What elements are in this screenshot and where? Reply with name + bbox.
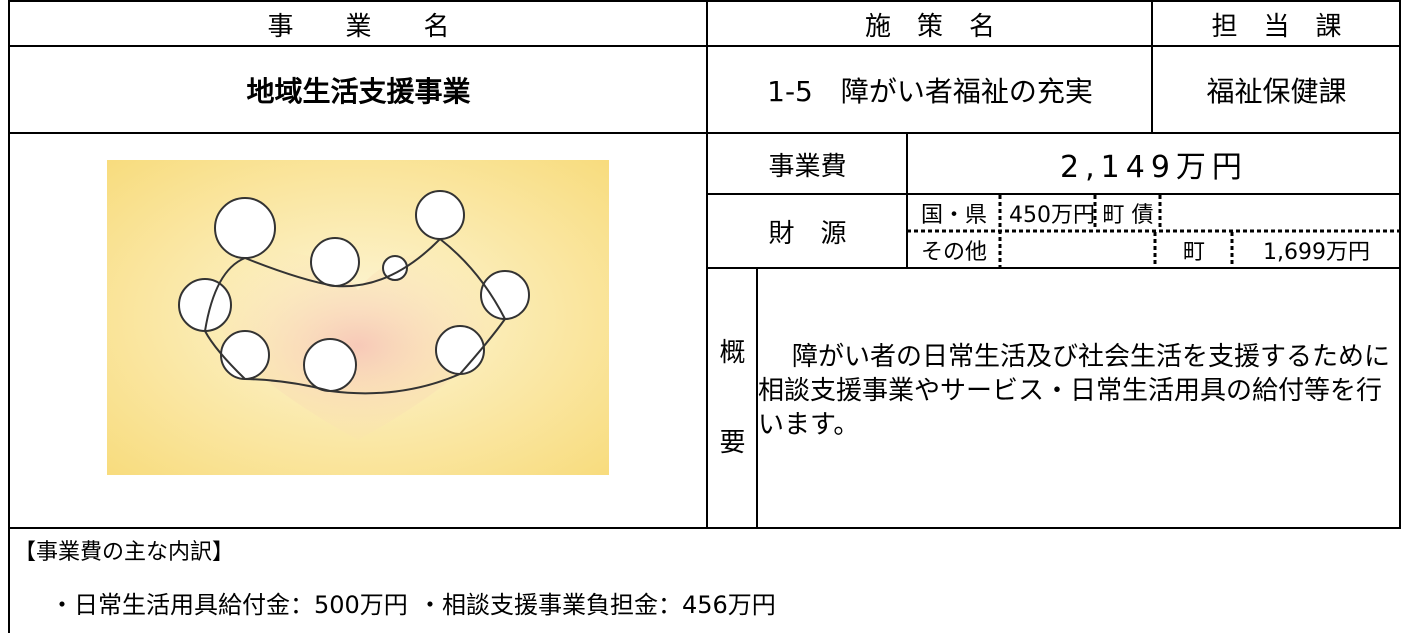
funding-cell: 町 (1182, 240, 1205, 265)
overview-label: 概 (719, 337, 746, 368)
funding-cell (1001, 232, 1155, 268)
funding-cell: 国・県 (920, 203, 987, 228)
breakdown-item: ・日常生活用具給付金：500万円 (50, 590, 408, 619)
funding-cell: 450万円 (1009, 203, 1095, 228)
overview-label: 要 (719, 427, 746, 458)
funding-cell: その他 (920, 240, 987, 265)
header-cell: 担 当 課 (1211, 11, 1342, 42)
illustration (107, 160, 609, 475)
department-name: 福祉保健課 (1206, 75, 1347, 108)
overview-text: 障がい者の日常生活及び社会生活を支援するために相談支援事業やサービス・日常生活用… (758, 342, 1391, 440)
header-cell: 施 策 名 (864, 11, 995, 42)
cost-value: 2,149万円 (1060, 150, 1248, 185)
breakdown-title: 【事業費の主な内訳】 (14, 540, 235, 565)
funding-cell: 町 債 (1102, 203, 1154, 228)
funding-cell: 1,699万円 (1263, 240, 1370, 265)
project-name: 地域生活支援事業 (246, 75, 471, 108)
header-cell: 事 業 名 (267, 11, 450, 42)
cost-label: 事業費 (768, 151, 847, 182)
breakdown-item: ・相談支援事業負担金：456万円 (418, 590, 776, 619)
funding-label: 財 源 (768, 219, 847, 249)
policy-name: 1-5 障がい者福祉の充実 (767, 75, 1093, 108)
funding-cell (1161, 195, 1400, 231)
